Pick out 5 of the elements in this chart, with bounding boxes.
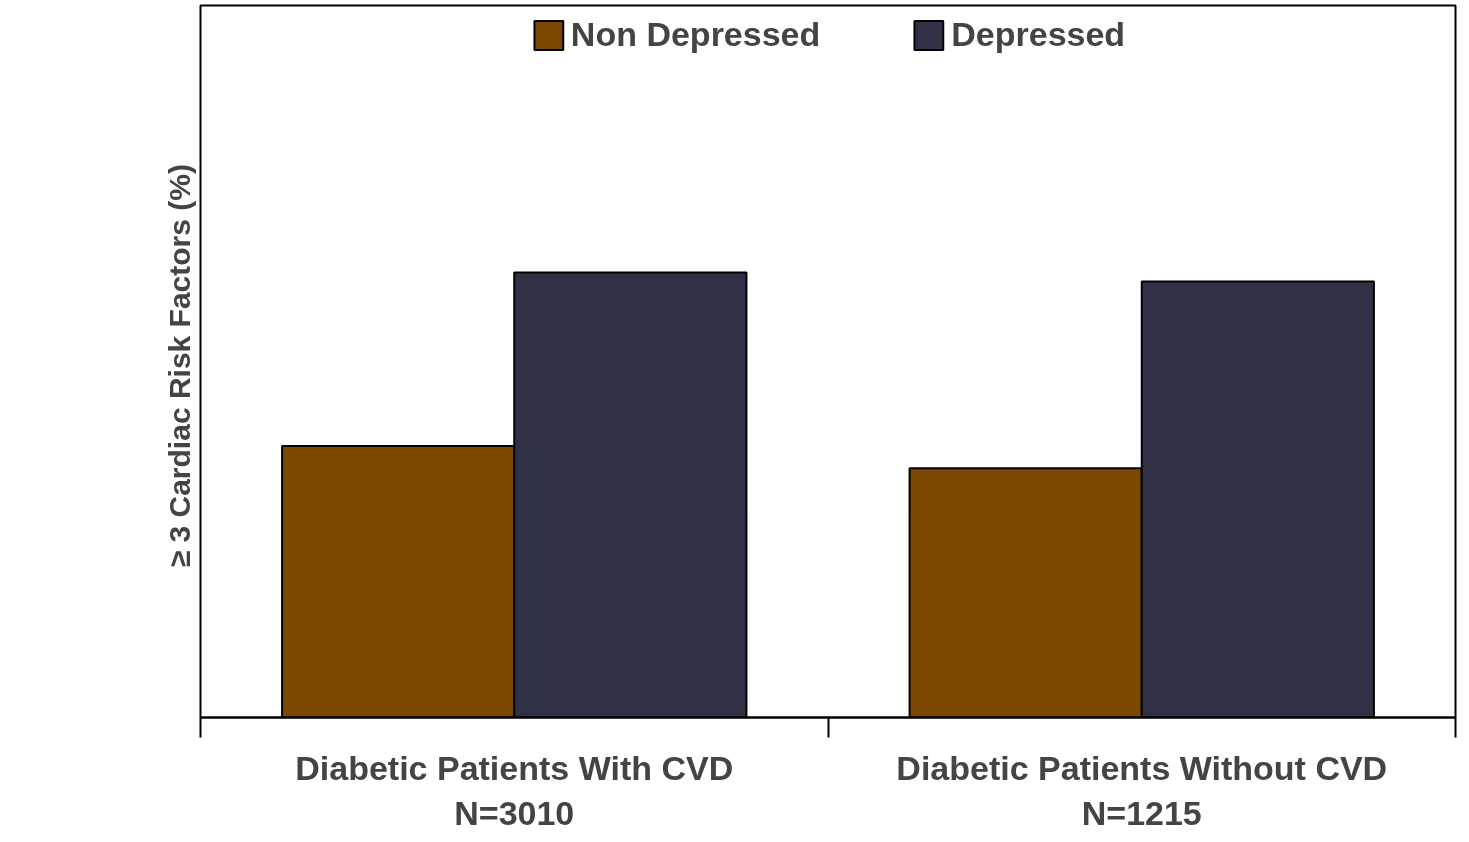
x-tick-label: Diabetic Patients Without CVD N=1215: [896, 748, 1388, 833]
x-tick-label: Diabetic Patients With CVD N=3010: [295, 748, 734, 833]
y-axis-title: ≥ 3 Cardiac Risk Factors (%): [162, 164, 196, 568]
legend-label: Non Depressed: [570, 15, 821, 54]
legend-label: Depressed: [951, 15, 1126, 54]
